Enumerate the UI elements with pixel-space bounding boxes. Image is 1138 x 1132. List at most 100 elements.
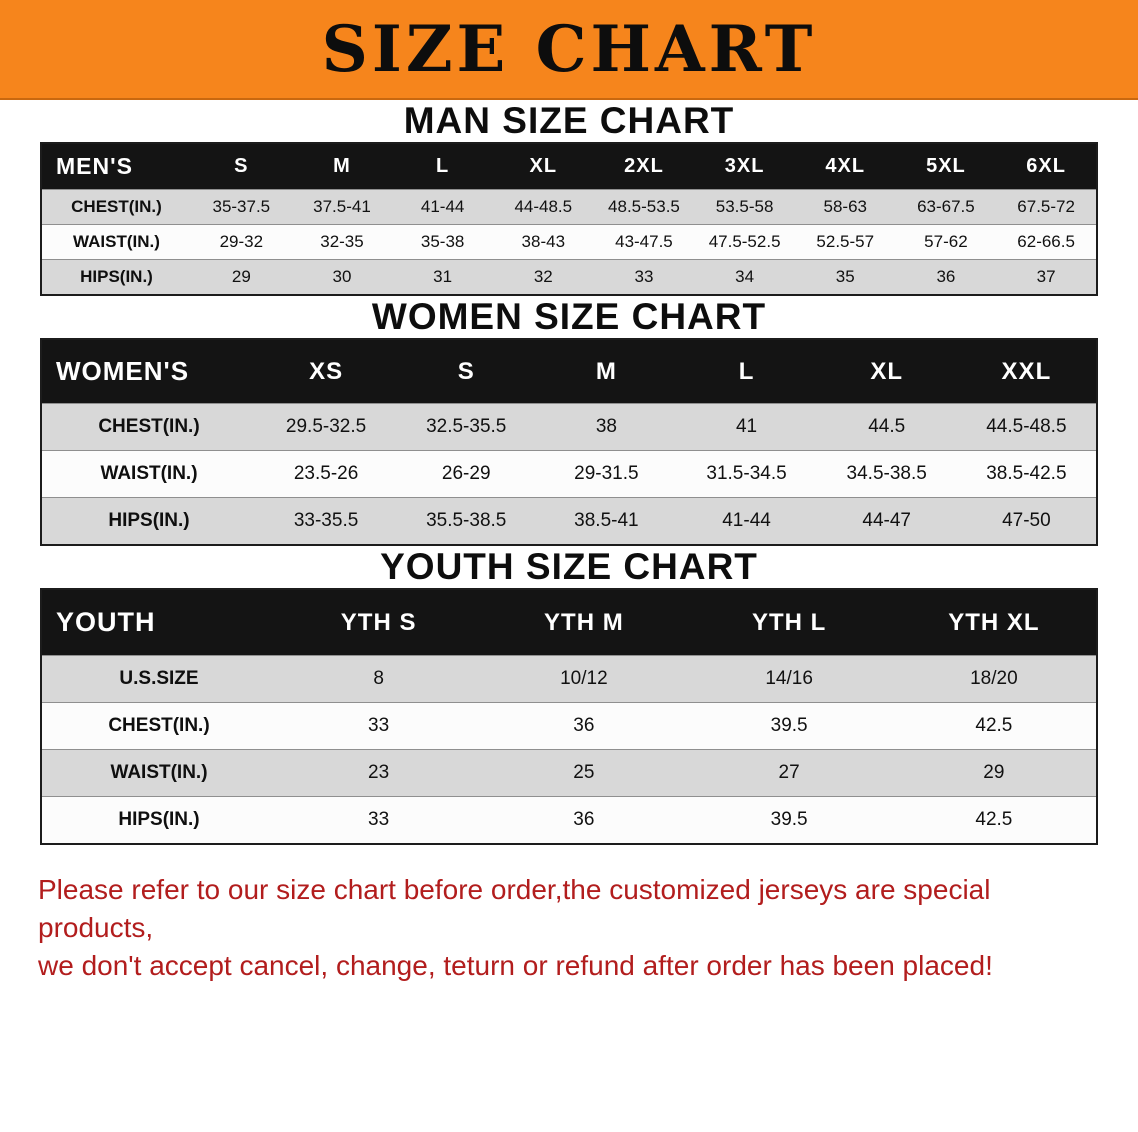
banner: SIZE CHART [0, 0, 1138, 100]
size-value-cell: 37 [1036, 267, 1056, 286]
table-corner-label: WOMEN'S [41, 339, 256, 404]
size-value-cell: 33 [634, 267, 654, 286]
size-value-cell: 42.5 [975, 809, 1013, 830]
row-label: WAIST(IN.) [100, 463, 198, 484]
size-value-cell: 23.5-26 [293, 463, 359, 484]
size-value-cell: 44.5 [868, 416, 906, 437]
size-value-cell: 48.5-53.5 [608, 197, 680, 216]
size-value-cell: 33 [368, 809, 390, 830]
size-value-cell: 57-62 [924, 232, 968, 251]
size-value-cell: 37.5-41 [313, 197, 371, 216]
measurement-row: HIPS(IN.) 33 36 39.5 42.5 [41, 796, 1097, 844]
size-value-cell: 41-44 [420, 197, 465, 216]
measurement-row: CHEST(IN.) 29.5-32.5 32.5-35.5 38 41 44.5 44.5… [41, 403, 1097, 451]
size-value-cell: 29-32 [219, 232, 264, 251]
size-column-header: L [676, 339, 817, 404]
size-column-header: M [536, 339, 677, 404]
size-value-cell: 18/20 [970, 668, 1018, 689]
size-column-header: 2XL [593, 143, 695, 190]
size-value-cell: 26-29 [441, 463, 491, 484]
size-value-cell: 29-31.5 [574, 463, 639, 484]
size-value-cell: 38.5-42.5 [986, 463, 1067, 484]
size-value-cell: 33 [368, 715, 390, 736]
size-value-cell: 39.5 [770, 715, 808, 736]
size-value-cell: 44-48.5 [514, 197, 573, 216]
row-label: HIPS(IN.) [118, 809, 200, 830]
row-label: CHEST(IN.) [71, 197, 162, 216]
measurement-row: WAIST(IN.) 23 25 27 29 [41, 749, 1097, 797]
men-size-section: MAN SIZE CHART MEN'S S M L XL 2XL 3XL 4XL 5XL 6XL… [0, 100, 1138, 296]
size-column-header: 5XL [895, 143, 997, 190]
youth-section-heading: YOUTH SIZE CHART [380, 546, 758, 587]
size-value-cell: 35-38 [420, 232, 465, 251]
size-value-cell: 53.5-58 [715, 197, 774, 216]
women-size-section: WOMEN SIZE CHART WOMEN'S XS S M L XL XXL CHEST(… [0, 296, 1138, 546]
size-value-cell: 36 [573, 809, 595, 830]
size-value-cell: 47.5-52.5 [708, 232, 781, 251]
measurement-row: U.S.SIZE 8 10/12 14/16 18/20 [41, 655, 1097, 703]
size-value-cell: 38-43 [521, 232, 566, 251]
men-size-table: MEN'S S M L XL 2XL 3XL 4XL 5XL 6XL CHEST(IN.) 35-37… [40, 142, 1098, 296]
size-column-header: XS [256, 339, 397, 404]
measurement-row: CHEST(IN.) 35-37.5 37.5-41 41-44 44-48.5 48.5… [41, 189, 1097, 225]
size-value-cell: 44-47 [862, 510, 911, 531]
youth-size-section: YOUTH SIZE CHART YOUTH YTH S YTH M YTH L YTH… [0, 546, 1138, 845]
size-column-header: YTH XL [891, 589, 1097, 656]
size-value-cell: 38.5-41 [574, 510, 639, 531]
measurement-row: WAIST(IN.) 29-32 32-35 35-38 38-43 43-47.5 47.… [41, 224, 1097, 260]
size-value-cell: 25 [573, 762, 595, 783]
size-value-cell: 27 [778, 762, 800, 783]
measurement-row: HIPS(IN.) 33-35.5 35.5-38.5 38.5-41 41-44 44-… [41, 497, 1097, 545]
row-label: U.S.SIZE [119, 668, 199, 689]
disclaimer-line-1: Please refer to our size chart before or… [38, 874, 991, 943]
size-column-header: S [396, 339, 537, 404]
measurement-row: CHEST(IN.) 33 36 39.5 42.5 [41, 702, 1097, 750]
size-value-cell: 67.5-72 [1017, 197, 1075, 216]
size-column-header: YTH L [686, 589, 892, 656]
table-header-row: MEN'S S M L XL 2XL 3XL 4XL 5XL 6XL [41, 143, 1097, 190]
size-value-cell: 52.5-57 [816, 232, 875, 251]
size-value-cell: 23 [368, 762, 390, 783]
men-section-heading: MAN SIZE CHART [403, 100, 735, 141]
size-value-cell: 36 [573, 715, 595, 736]
row-label: WAIST(IN.) [73, 232, 160, 251]
size-column-header: 6XL [996, 143, 1097, 190]
table-corner-label: YOUTH [41, 589, 276, 656]
size-column-header: 3XL [694, 143, 795, 190]
size-value-cell: 41-44 [722, 510, 771, 531]
measurement-row: WAIST(IN.) 23.5-26 26-29 29-31.5 31.5-34.5 34… [41, 450, 1097, 498]
size-value-cell: 32-35 [320, 232, 364, 251]
size-value-cell: 31.5-34.5 [706, 463, 787, 484]
women-section-heading: WOMEN SIZE CHART [371, 296, 767, 337]
size-value-cell: 36 [936, 267, 956, 286]
women-size-table: WOMEN'S XS S M L XL XXL CHEST(IN.) 29.5-32.5 32.5… [40, 338, 1098, 546]
size-chart-page: SIZE CHART MAN SIZE CHART MEN'S S M L XL 2XL 3… [0, 0, 1138, 984]
size-value-cell: 33-35.5 [293, 510, 359, 531]
table-header-row: WOMEN'S XS S M L XL XXL [41, 339, 1097, 404]
row-label: CHEST(IN.) [108, 715, 210, 736]
size-value-cell: 41 [735, 416, 758, 437]
row-label: HIPS(IN.) [80, 267, 153, 286]
size-value-cell: 29.5-32.5 [285, 416, 367, 437]
page-title: SIZE CHART [321, 11, 817, 87]
disclaimer: Please refer to our size chart before or… [38, 871, 1100, 984]
size-value-cell: 34.5-38.5 [846, 463, 927, 484]
table-corner-label: MEN'S [41, 143, 191, 190]
measurement-row: HIPS(IN.) 29 30 31 32 33 34 35 36 37 [41, 259, 1097, 295]
size-value-cell: 8 [373, 668, 384, 689]
size-column-header: YTH M [481, 589, 687, 656]
size-column-header: XXL [956, 339, 1097, 404]
size-value-cell: 31 [433, 267, 453, 286]
size-value-cell: 47-50 [1002, 510, 1051, 531]
size-value-cell: 10/12 [560, 668, 608, 689]
row-label: CHEST(IN.) [98, 416, 200, 437]
youth-size-table: YOUTH YTH S YTH M YTH L YTH XL U.S.SIZE 8 10/12… [40, 588, 1098, 845]
size-value-cell: 32.5-35.5 [426, 416, 507, 437]
size-column-header: XL [816, 339, 957, 404]
size-column-header: YTH S [276, 589, 482, 656]
size-column-header: 4XL [794, 143, 896, 190]
size-value-cell: 14/16 [765, 668, 813, 689]
size-column-header: L [392, 143, 493, 190]
size-column-header: M [291, 143, 393, 190]
row-label: HIPS(IN.) [108, 510, 190, 531]
